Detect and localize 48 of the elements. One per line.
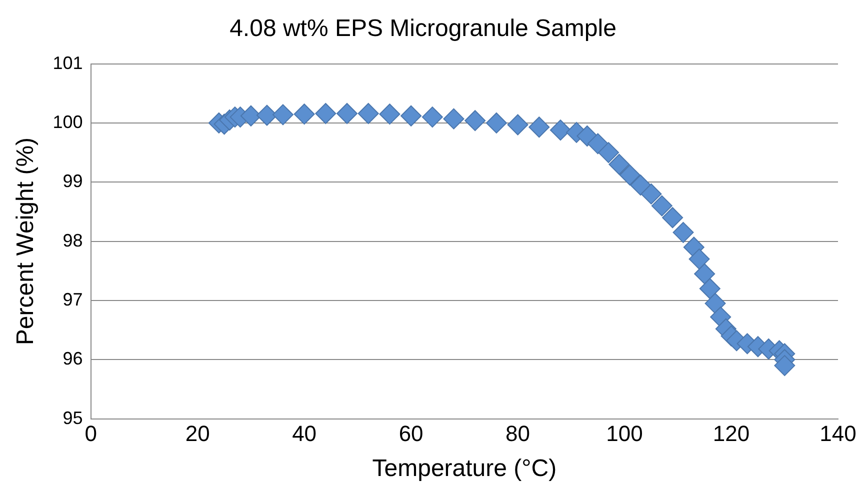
x-tick-label: 80 bbox=[506, 421, 530, 446]
x-axis-title: Temperature (°C) bbox=[372, 455, 557, 482]
point bbox=[608, 154, 630, 175]
point bbox=[672, 222, 694, 243]
point bbox=[774, 355, 796, 376]
y-tick-label: 98 bbox=[62, 230, 83, 250]
y-tick-label: 101 bbox=[52, 52, 83, 73]
point bbox=[315, 103, 336, 124]
point bbox=[704, 292, 726, 314]
point bbox=[379, 104, 400, 125]
point bbox=[699, 278, 720, 300]
y-tick-label: 100 bbox=[52, 112, 83, 132]
point bbox=[619, 164, 640, 186]
point bbox=[587, 133, 608, 154]
point bbox=[358, 103, 379, 124]
point bbox=[507, 114, 528, 136]
x-tick-label: 20 bbox=[185, 421, 210, 446]
y-tick-label: 96 bbox=[62, 348, 83, 369]
point bbox=[640, 183, 662, 204]
y-axis-title: Percent Weight (%) bbox=[12, 137, 40, 346]
x-tick-label: 120 bbox=[712, 421, 750, 446]
point bbox=[486, 112, 507, 134]
y-tick-label: 95 bbox=[62, 408, 83, 428]
y-tick-label: 99 bbox=[62, 171, 83, 192]
point bbox=[630, 174, 652, 196]
point bbox=[694, 263, 716, 284]
point bbox=[443, 108, 464, 130]
point bbox=[336, 103, 358, 124]
x-tick-label: 40 bbox=[292, 421, 317, 446]
x-tick-label: 140 bbox=[820, 421, 856, 446]
point bbox=[240, 105, 262, 126]
y-tick-label: 97 bbox=[62, 289, 83, 310]
chart-title: 4.08 wt% EPS Microgranule Sample bbox=[230, 15, 616, 42]
point bbox=[598, 142, 620, 164]
point bbox=[528, 116, 550, 138]
point bbox=[400, 105, 422, 126]
point bbox=[294, 104, 315, 125]
point bbox=[651, 195, 672, 216]
x-tick-label: 0 bbox=[84, 421, 97, 446]
point bbox=[688, 248, 710, 270]
x-tick-label: 60 bbox=[398, 421, 424, 446]
point bbox=[550, 120, 571, 141]
point bbox=[272, 104, 294, 126]
point bbox=[662, 207, 684, 228]
x-tick-label: 100 bbox=[606, 421, 643, 446]
point bbox=[422, 106, 443, 128]
point bbox=[464, 110, 486, 132]
point bbox=[256, 104, 278, 126]
